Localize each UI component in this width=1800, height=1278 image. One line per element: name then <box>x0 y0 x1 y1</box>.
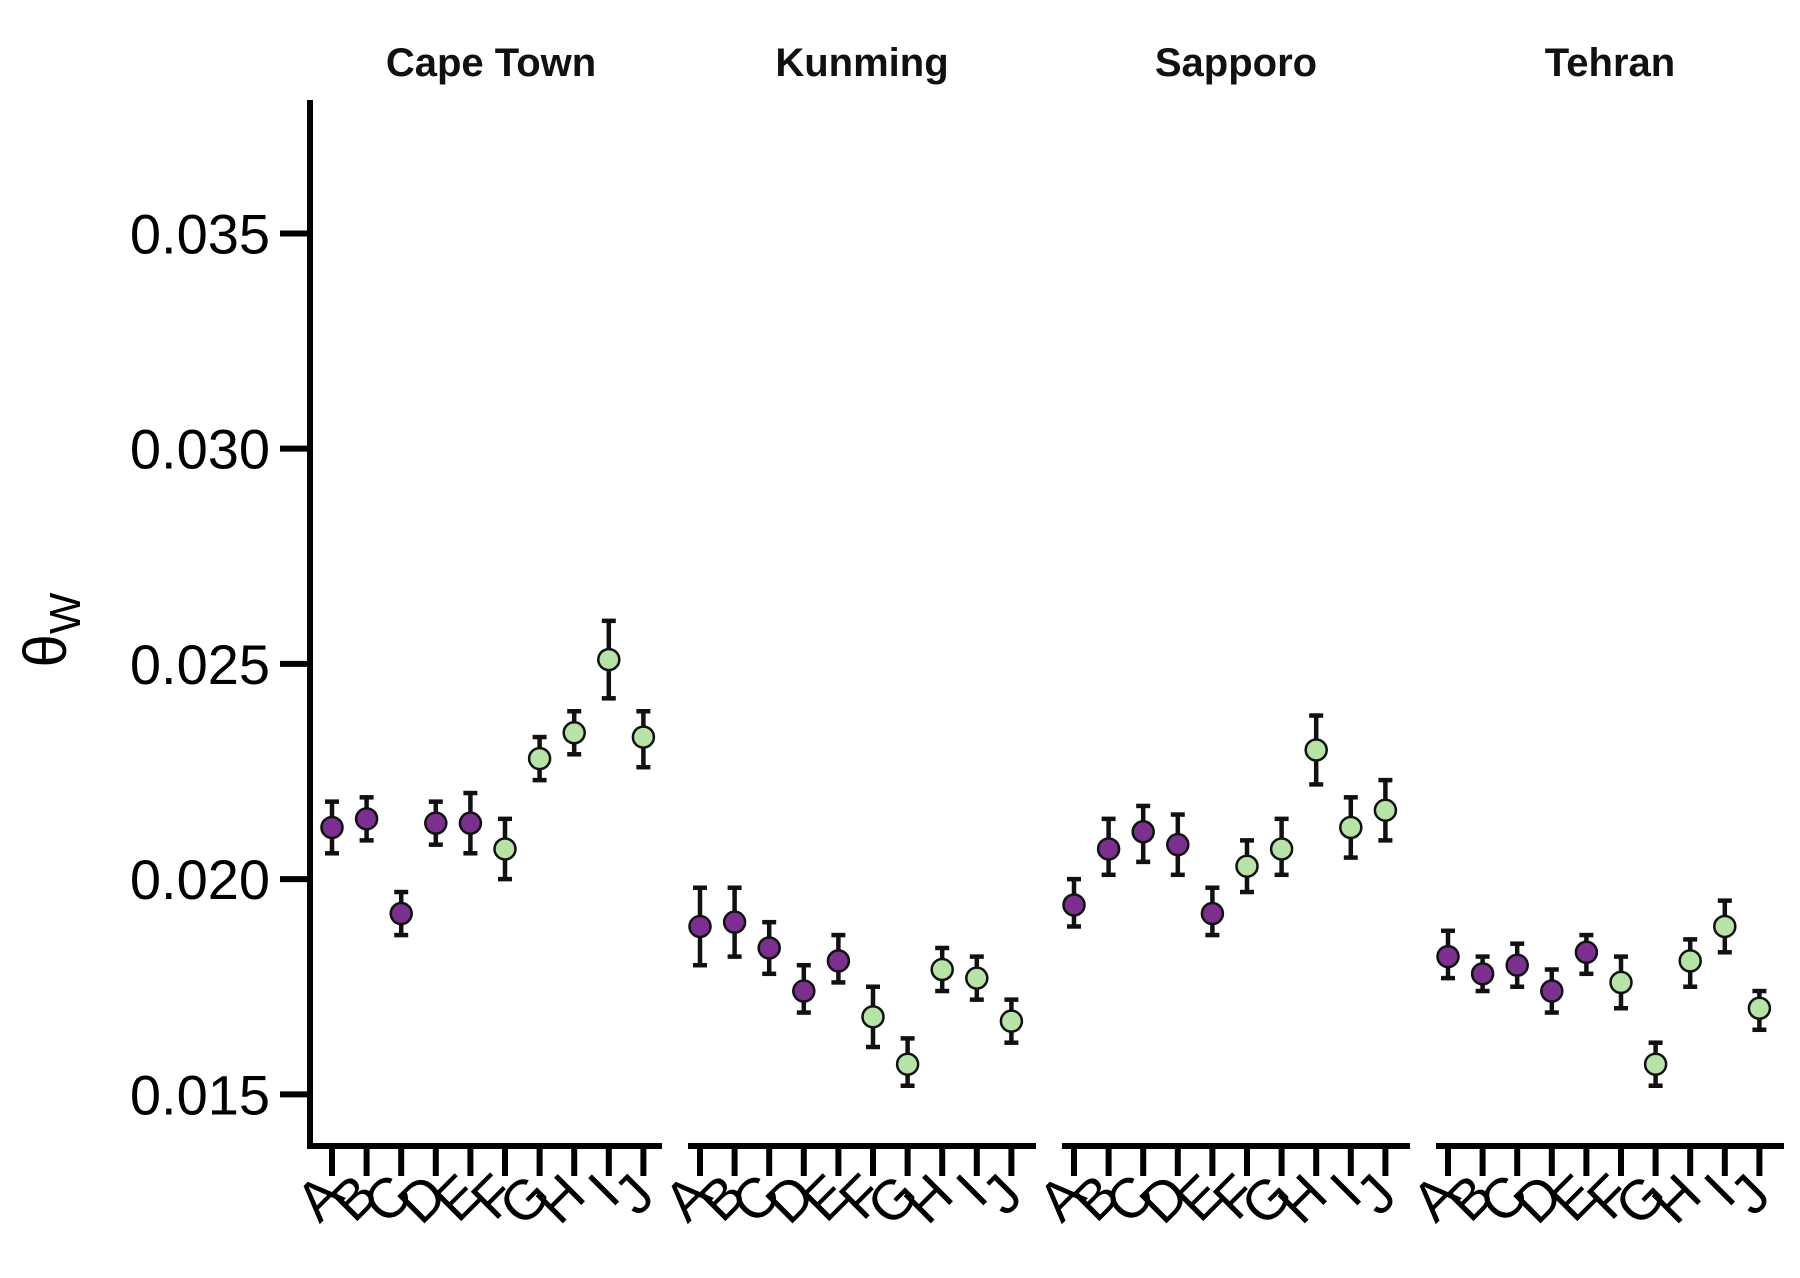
data-point <box>1678 937 1702 989</box>
data-point <box>1373 777 1398 843</box>
data-point <box>965 954 989 1002</box>
y-axis-label-symbol: θ <box>12 634 79 667</box>
point-marker <box>930 957 954 982</box>
point-marker <box>631 725 656 749</box>
point-marker <box>493 837 517 861</box>
point-marker <box>1062 893 1086 917</box>
point-marker <box>424 811 448 835</box>
data-point <box>1131 803 1155 865</box>
y-axis-label: θW <box>12 592 90 667</box>
point-marker <box>1235 854 1259 878</box>
data-point <box>1470 954 1495 994</box>
data-point <box>1304 713 1328 787</box>
data-point <box>458 790 483 856</box>
point-marker <box>1166 832 1190 857</box>
data-point <box>861 984 885 1050</box>
data-point <box>527 734 552 783</box>
point-marker <box>320 815 344 840</box>
panel-title: Cape Town <box>386 41 596 85</box>
point-marker <box>1304 738 1328 762</box>
point-marker <box>1373 798 1398 822</box>
data-point <box>1096 816 1121 878</box>
data-point <box>999 997 1024 1045</box>
point-marker <box>1747 996 1772 1021</box>
point-marker <box>861 1005 885 1029</box>
point-marker <box>1540 979 1564 1003</box>
panel-title: Kunming <box>775 41 948 85</box>
data-point <box>1339 795 1363 860</box>
data-point <box>1269 816 1294 878</box>
point-marker <box>527 746 552 771</box>
data-point <box>389 889 413 938</box>
point-marker <box>1200 901 1225 926</box>
panel-title: Sapporo <box>1155 41 1317 85</box>
data-point <box>895 1036 920 1088</box>
point-marker <box>1609 970 1633 995</box>
data-points <box>320 618 1772 1088</box>
y-tick-label: 0.020 <box>130 848 270 911</box>
data-point <box>631 708 656 770</box>
panel-titles: Cape Town Kunming Sapporo Tehran <box>386 41 1675 85</box>
point-marker <box>1131 820 1155 844</box>
data-point <box>792 962 816 1015</box>
point-marker <box>757 936 781 960</box>
point-marker <box>895 1052 920 1076</box>
point-marker <box>1643 1052 1668 1076</box>
data-point <box>1200 885 1225 938</box>
data-point <box>1574 932 1599 977</box>
data-point <box>1436 928 1460 981</box>
point-marker <box>965 966 989 990</box>
data-point <box>757 919 781 977</box>
point-marker <box>1436 944 1460 969</box>
data-point <box>826 932 851 985</box>
data-point <box>930 945 954 994</box>
data-point <box>320 799 344 856</box>
data-point <box>1505 941 1529 989</box>
data-point <box>354 795 379 843</box>
data-point <box>1747 988 1772 1033</box>
data-point <box>1540 967 1564 1015</box>
point-marker <box>1713 914 1737 939</box>
point-marker <box>1096 837 1121 861</box>
data-point <box>562 708 586 757</box>
y-tick-label: 0.025 <box>130 633 270 696</box>
data-point <box>597 618 621 701</box>
point-marker <box>354 807 379 831</box>
point-marker <box>389 901 413 926</box>
point-marker <box>999 1009 1024 1033</box>
point-marker <box>1269 837 1294 861</box>
point-marker <box>792 979 816 1003</box>
point-marker <box>458 811 483 835</box>
data-point <box>1166 812 1190 878</box>
data-point <box>722 885 747 959</box>
y-axis: 0.015 0.020 0.025 0.030 0.035 <box>130 100 313 1149</box>
data-point <box>1713 898 1737 955</box>
y-tick-label: 0.015 <box>130 1063 270 1126</box>
data-point <box>1062 876 1086 929</box>
y-tick-label: 0.035 <box>130 202 270 265</box>
point-marker <box>562 721 586 745</box>
point-marker <box>1505 953 1529 977</box>
data-point <box>424 799 448 847</box>
point-marker <box>1678 949 1702 973</box>
data-point <box>1609 954 1633 1011</box>
data-point <box>493 816 517 882</box>
data-point <box>1643 1040 1668 1088</box>
point-marker <box>1339 815 1363 840</box>
y-tick-label: 0.030 <box>130 418 270 481</box>
data-point <box>1235 838 1259 895</box>
point-marker <box>597 647 621 672</box>
y-axis-label-subscript: W <box>41 592 90 634</box>
point-marker <box>826 949 851 973</box>
panel-title: Tehran <box>1545 41 1675 85</box>
point-marker <box>688 914 712 939</box>
point-marker <box>1470 962 1495 986</box>
point-marker <box>1574 940 1599 965</box>
data-point <box>688 885 712 968</box>
point-marker <box>722 910 747 934</box>
